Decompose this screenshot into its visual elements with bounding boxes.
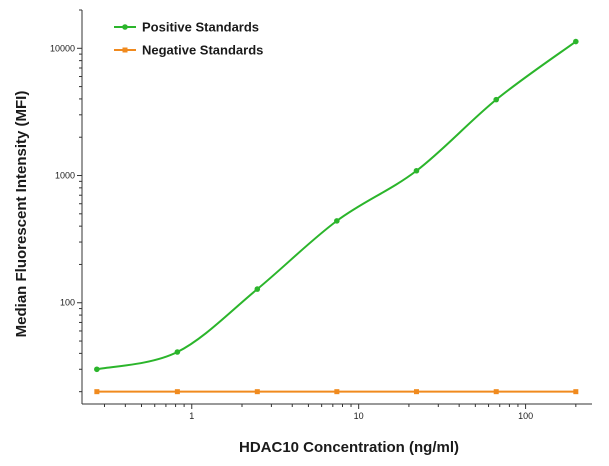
- series-0: [94, 38, 579, 373]
- data-point: [254, 286, 261, 292]
- data-point: [94, 366, 100, 373]
- data-point: [493, 389, 499, 395]
- legend-label: Negative Standards: [142, 43, 263, 58]
- axes: [81, 10, 592, 405]
- data-point: [334, 218, 340, 224]
- series-fit-curve: [96, 40, 577, 371]
- data-point: [94, 389, 100, 395]
- data-point: [573, 38, 579, 45]
- x-tick-label: 10: [354, 411, 364, 421]
- y-tick-label: 10000: [50, 43, 75, 53]
- data-point: [413, 167, 420, 174]
- x-tick-label: 1: [189, 411, 194, 421]
- data-point: [254, 389, 260, 395]
- data-point: [334, 389, 340, 395]
- data-point: [493, 96, 500, 103]
- data-point: [573, 389, 579, 395]
- x-ticks: 1 10 100: [103, 404, 577, 421]
- legend-item: Negative Standards: [114, 43, 263, 58]
- legend-item: Positive Standards: [114, 20, 259, 35]
- data-point: [413, 389, 419, 395]
- legend-swatch-marker: [122, 47, 128, 53]
- x-tick-label: 100: [518, 411, 533, 421]
- data-point: [174, 349, 181, 355]
- data-point: [174, 389, 180, 395]
- series-layer: [94, 38, 579, 395]
- legend-swatch-marker: [122, 24, 128, 30]
- legend-label: Positive Standards: [142, 20, 259, 35]
- legend: Positive Standards Negative Standards: [114, 20, 263, 58]
- series-1: [94, 389, 579, 395]
- x-axis-title: HDAC10 Concentration (ng/ml): [239, 439, 459, 456]
- y-tick-label: 100: [60, 298, 75, 308]
- y-tick-label: 1000: [55, 171, 75, 181]
- y-axis-title: Median Fluorescent Intensity (MFI): [13, 91, 30, 338]
- y-ticks: 100 1000 10000: [50, 9, 82, 393]
